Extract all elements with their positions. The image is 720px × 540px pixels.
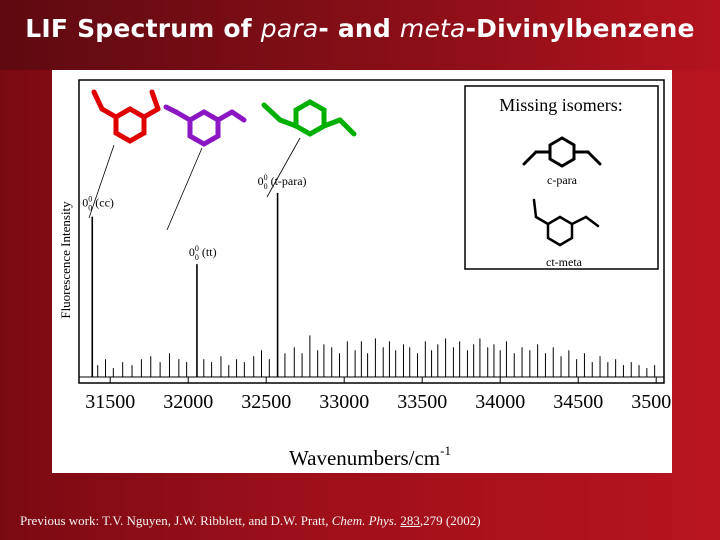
citation-journal: Chem. Phys.	[331, 513, 398, 528]
citation-volume: 283	[400, 513, 420, 528]
band-label-origin: 0	[82, 196, 88, 210]
title-band	[0, 0, 720, 70]
band-label: 00 0 (cc)	[82, 195, 114, 213]
x-tick-label: 35000	[631, 391, 672, 413]
x-tick-label: 34500	[553, 391, 603, 413]
band-label-suffix: (tt)	[199, 245, 217, 259]
band-label-origin: 0	[189, 245, 195, 259]
spectrum-chart: 31500 32000 32500 33000 33500 34000 34500 35000…	[58, 79, 681, 470]
x-axis-label-exponent: -1	[440, 443, 451, 458]
x-ticks	[109, 377, 657, 383]
citation-authors: Previous work: T.V. Nguyen, J.W. Ribblet…	[20, 513, 332, 528]
missing-isomers-inset	[464, 85, 659, 270]
c-para-label: c-para	[547, 173, 578, 187]
x-axis-label-text: Wavenumbers/cm	[289, 446, 440, 470]
y-axis-label: Fluorescence Intensity	[58, 201, 73, 319]
band-label-origin: 0	[258, 174, 264, 188]
cc-connector	[88, 144, 115, 219]
x-tick-label: 32500	[241, 391, 291, 413]
title-mid: - and	[318, 14, 400, 43]
spectrum-peaks	[79, 192, 664, 378]
band-label-suffix: (cc)	[92, 196, 114, 210]
t-para-isomer-structure	[261, 99, 357, 137]
band-label-sup: 0	[88, 195, 92, 204]
tt-isomer-structure	[163, 104, 247, 147]
footer-citation: Previous work: T.V. Nguyen, J.W. Ribblet…	[20, 513, 710, 529]
band-labels: 00 0 (cc)00 0 (tt)00 0 (t-para)	[82, 173, 306, 262]
inset-title: Missing isomers:	[499, 95, 623, 115]
band-label: 00 0 (tt)	[189, 244, 217, 262]
title-prefix: LIF Spectrum of	[25, 14, 261, 43]
title-meta: meta	[399, 14, 466, 43]
title-para: para	[260, 14, 319, 43]
x-tick-label: 32000	[163, 391, 213, 413]
x-tick-labels: 31500 32000 32500 33000 33500 34000 34500 35000	[85, 391, 681, 413]
band-label-sup: 0	[264, 173, 268, 182]
x-axis-label: Wavenumbers/cm-1	[289, 443, 451, 470]
plot-frame	[78, 79, 665, 384]
x-tick-label: 33000	[319, 391, 369, 413]
x-tick-label: 34000	[475, 391, 525, 413]
band-label-sub: 0	[264, 182, 268, 191]
tt-connector	[166, 147, 203, 231]
band-label-suffix: (t-para)	[268, 174, 307, 188]
c-para-structure	[522, 136, 602, 168]
ct-meta-label: ct-meta	[546, 255, 583, 269]
citation-pages: ,279 (2002)	[419, 513, 481, 528]
band-label-sup: 0	[195, 244, 199, 253]
t-para-connector	[266, 137, 301, 198]
slide-title: LIF Spectrum of para- and meta-Divinylbe…	[0, 14, 720, 43]
cc-isomer-structure	[91, 89, 161, 144]
x-tick-label: 31500	[85, 391, 135, 413]
x-tick-label: 33500	[397, 391, 447, 413]
title-suffix: -Divinylbenzene	[465, 14, 695, 43]
band-label: 00 0 (t-para)	[258, 173, 307, 191]
spectrum-panel: 31500 32000 32500 33000 33500 34000 34500 35000…	[52, 70, 681, 473]
ct-meta-structure	[532, 198, 600, 247]
band-label-sub: 0	[195, 253, 199, 262]
band-label-sub: 0	[88, 204, 92, 213]
